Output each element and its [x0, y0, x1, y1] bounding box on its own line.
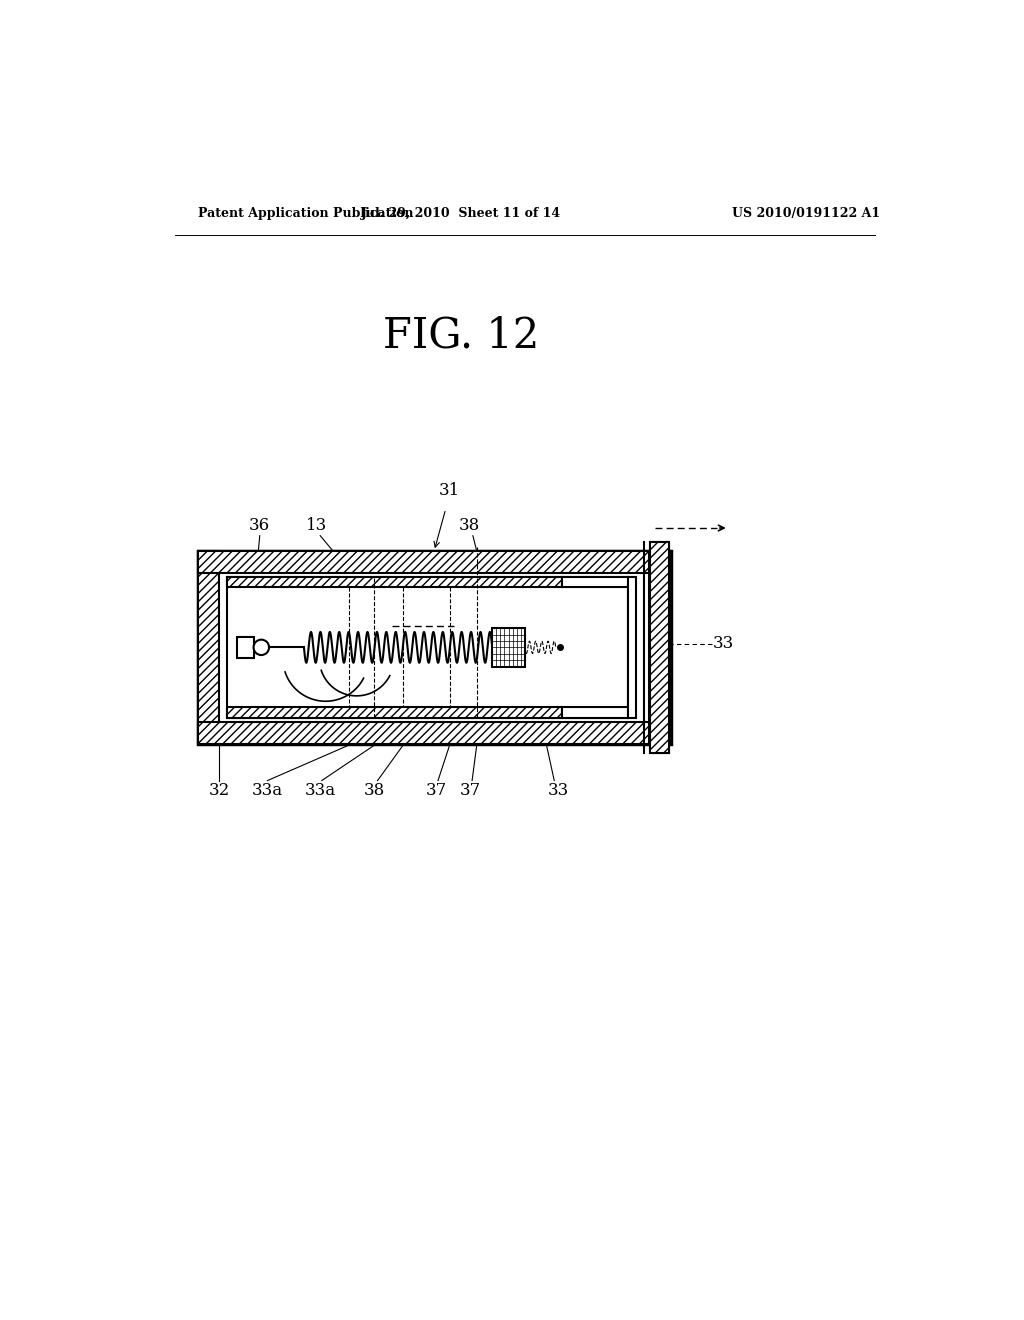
Text: 33a: 33a [252, 781, 283, 799]
Text: 37: 37 [426, 781, 447, 799]
Text: Patent Application Publication: Patent Application Publication [198, 207, 414, 220]
Bar [650, 543, 669, 752]
Text: 33: 33 [713, 635, 734, 652]
Bar [493, 628, 524, 667]
Bar [198, 552, 671, 573]
Bar [650, 543, 669, 752]
Text: 31: 31 [439, 482, 460, 499]
Text: 32: 32 [209, 781, 230, 799]
Bar [198, 552, 219, 743]
Bar [198, 722, 671, 743]
Bar [227, 577, 562, 587]
Bar [649, 552, 671, 743]
Bar [227, 577, 628, 718]
Text: 13: 13 [306, 517, 327, 535]
Text: 36: 36 [249, 517, 270, 535]
Text: Jul. 29, 2010  Sheet 11 of 14: Jul. 29, 2010 Sheet 11 of 14 [361, 207, 561, 220]
Bar [628, 577, 636, 718]
Circle shape [254, 640, 269, 655]
Text: 33a: 33a [304, 781, 336, 799]
Text: US 2010/0191122 A1: US 2010/0191122 A1 [732, 207, 881, 220]
Text: 33: 33 [548, 781, 568, 799]
Bar [562, 577, 628, 587]
Bar [198, 552, 671, 743]
Bar [237, 636, 254, 659]
Bar [562, 708, 628, 718]
Bar [227, 708, 562, 718]
Text: 37: 37 [460, 781, 481, 799]
Text: 38: 38 [459, 517, 479, 535]
Text: FIG. 12: FIG. 12 [383, 314, 540, 356]
Text: 38: 38 [364, 781, 385, 799]
